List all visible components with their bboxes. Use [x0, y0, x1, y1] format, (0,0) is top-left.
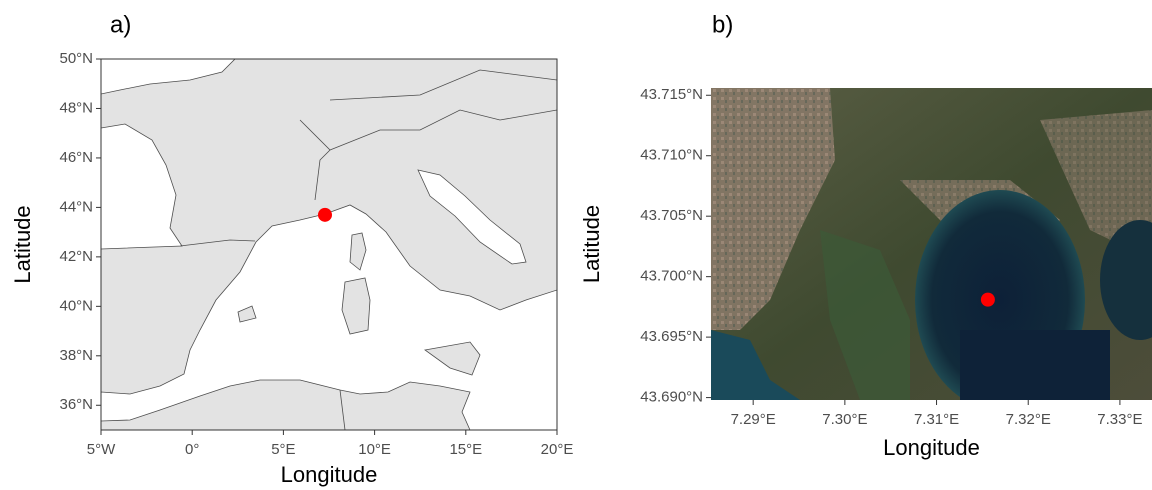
y-tick-label: 48°N [59, 99, 93, 116]
x-axis-title: Longitude [281, 462, 378, 487]
y-tick-label: 46°N [59, 149, 93, 166]
x-tick-label: 5°W [87, 441, 116, 458]
y-tick-label: 38°N [59, 347, 93, 364]
y-tick-label: 43.695°N [640, 328, 703, 345]
location-point [318, 208, 332, 222]
y-tick-label: 43.705°N [640, 207, 703, 224]
y-axis-title: Latitude [579, 205, 604, 283]
y-tick-label: 44°N [59, 198, 93, 215]
x-axis-title: Longitude [883, 435, 980, 460]
panel-title: b) [712, 11, 733, 38]
location-point [981, 293, 995, 307]
y-tick-label: 43.710°N [640, 147, 703, 164]
x-tick-label: 7.33°E [1097, 411, 1142, 428]
y-tick-label: 43.690°N [640, 389, 703, 406]
y-tick-label: 43.715°N [640, 86, 703, 103]
x-tick-label: 7.30°E [822, 411, 867, 428]
x-tick-label: 5°E [271, 441, 295, 458]
x-tick-label: 0° [185, 441, 199, 458]
x-tick-label: 20°E [541, 441, 574, 458]
map-b-satellite [711, 88, 1152, 410]
x-tick-label: 15°E [449, 441, 482, 458]
y-tick-label: 36°N [59, 396, 93, 413]
y-tick-label: 43.700°N [640, 268, 703, 285]
y-axis-title: Latitude [10, 205, 35, 283]
y-tick-label: 42°N [59, 248, 93, 265]
map-a-base [101, 59, 557, 430]
figure: 5°W 0° 5°E 10°E 15°E 20°E 36°N 38°N 40°N 42°N 44°N… [0, 0, 1152, 490]
x-tick-label: 7.31°E [914, 411, 959, 428]
y-tick-label: 40°N [59, 297, 93, 314]
y-tick-label: 50°N [59, 50, 93, 67]
x-tick-label: 7.32°E [1006, 411, 1051, 428]
x-tick-label: 10°E [358, 441, 391, 458]
panel-title: a) [110, 11, 131, 38]
x-tick-label: 7.29°E [731, 411, 776, 428]
